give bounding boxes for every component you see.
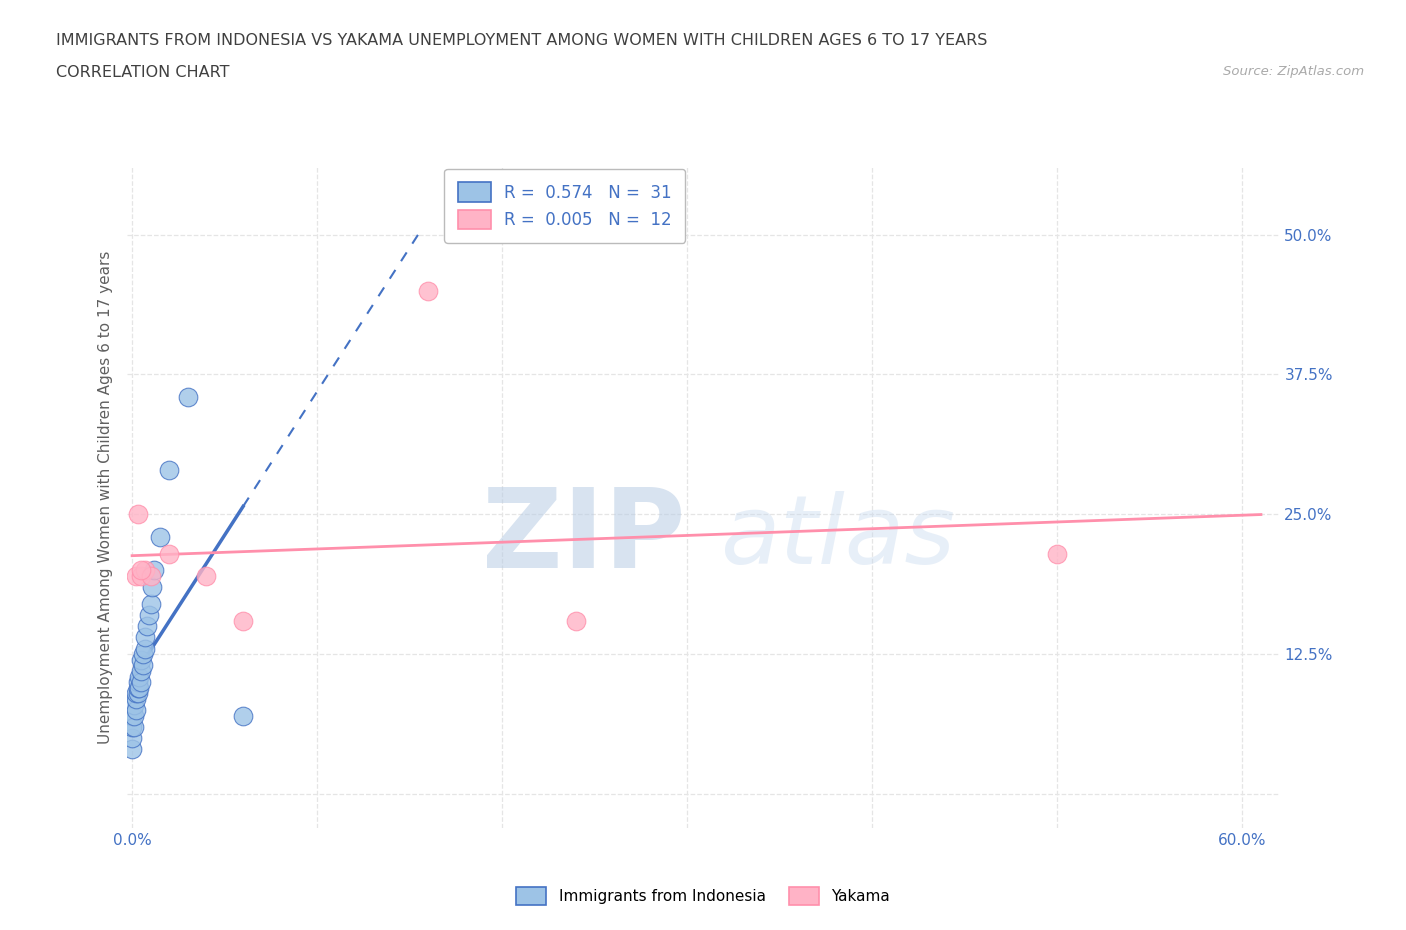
Legend: Immigrants from Indonesia, Yakama: Immigrants from Indonesia, Yakama: [510, 882, 896, 911]
Point: [135, 618, 157, 633]
Point: [131, 652, 153, 667]
Point: [157, 546, 180, 561]
Point: [128, 670, 150, 684]
Point: [128, 681, 150, 696]
Point: [195, 568, 218, 583]
Point: [121, 709, 143, 724]
Text: CORRELATION CHART: CORRELATION CHART: [56, 65, 229, 80]
Point: [121, 731, 143, 746]
Point: [176, 390, 198, 405]
Point: [131, 664, 153, 679]
Text: IMMIGRANTS FROM INDONESIA VS YAKAMA UNEMPLOYMENT AMONG WOMEN WITH CHILDREN AGES : IMMIGRANTS FROM INDONESIA VS YAKAMA UNEM…: [56, 33, 987, 47]
Legend: R =  0.574   N =  31, R =  0.005   N =  12: R = 0.574 N = 31, R = 0.005 N = 12: [444, 169, 685, 243]
Point: [565, 613, 588, 628]
Point: [125, 703, 148, 718]
Point: [139, 568, 162, 583]
Point: [125, 568, 148, 583]
Point: [1046, 546, 1069, 561]
Point: [232, 613, 254, 628]
Point: [131, 568, 153, 583]
Point: [232, 709, 254, 724]
Point: [122, 709, 145, 724]
Point: [127, 686, 149, 701]
Point: [418, 283, 440, 298]
Point: [127, 507, 149, 522]
Point: [138, 607, 160, 622]
Point: [122, 720, 145, 735]
Text: ZIP: ZIP: [482, 484, 686, 591]
Text: atlas: atlas: [720, 491, 955, 584]
Point: [131, 563, 153, 578]
Point: [141, 579, 163, 594]
Point: [134, 563, 156, 578]
Point: [132, 646, 155, 661]
Point: [132, 658, 155, 673]
Y-axis label: Unemployment Among Women with Children Ages 6 to 17 years: Unemployment Among Women with Children A…: [98, 251, 114, 744]
Point: [121, 720, 143, 735]
Point: [121, 742, 143, 757]
Point: [143, 563, 166, 578]
Point: [125, 686, 148, 701]
Point: [149, 529, 172, 544]
Point: [157, 462, 180, 477]
Point: [139, 596, 162, 611]
Point: [122, 698, 145, 712]
Point: [134, 641, 156, 656]
Point: [127, 681, 149, 696]
Point: [125, 692, 148, 707]
Point: [134, 630, 156, 644]
Text: Source: ZipAtlas.com: Source: ZipAtlas.com: [1223, 65, 1364, 78]
Point: [131, 675, 153, 690]
Point: [127, 675, 149, 690]
